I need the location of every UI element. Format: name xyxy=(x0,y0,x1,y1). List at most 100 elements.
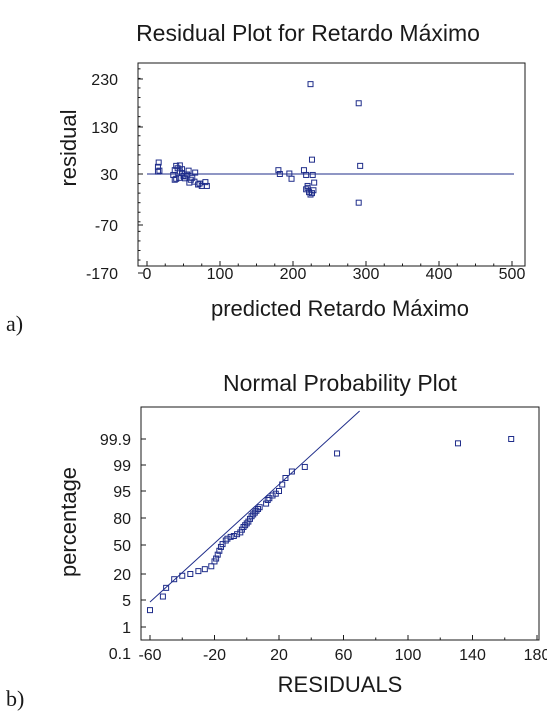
residual-point xyxy=(230,533,237,539)
chart-b-points xyxy=(147,410,515,614)
residual-point xyxy=(171,576,178,583)
residual-point xyxy=(250,511,257,518)
y-tick-label: 30 xyxy=(100,167,118,184)
residual-point xyxy=(227,533,234,540)
x-tick-label: 180 xyxy=(524,647,547,664)
residual-point xyxy=(156,167,163,174)
residual-point xyxy=(203,182,210,189)
residual-point xyxy=(195,568,202,575)
residual-point xyxy=(176,174,183,181)
residual-point xyxy=(202,179,209,186)
residual-point xyxy=(308,156,315,163)
residual-point xyxy=(216,547,223,554)
normal-probability-plot: Normal Probability Plot percentage RESID… xyxy=(6,370,547,711)
x-tick-label: 300 xyxy=(353,266,380,283)
residual-point xyxy=(163,584,170,591)
y-tick-label: 130 xyxy=(91,120,118,137)
y-tick-label: 0.1 xyxy=(109,646,131,663)
residual-point xyxy=(219,541,226,548)
residual-point xyxy=(179,572,186,579)
residual-point xyxy=(251,509,258,516)
residual-point xyxy=(192,169,199,176)
chart-a-xlabel: predicted Retardo Máximo xyxy=(211,296,469,321)
residual-point xyxy=(279,481,286,488)
residual-point xyxy=(214,551,221,558)
residual-point xyxy=(222,537,229,544)
residual-point xyxy=(276,488,282,494)
residual-point xyxy=(159,593,166,600)
x-tick-label: 100 xyxy=(207,266,234,283)
residual-point xyxy=(234,531,241,538)
y-tick-label: -170 xyxy=(86,266,118,283)
residual-point xyxy=(300,167,307,174)
x-tick-label: 500 xyxy=(499,266,526,283)
residual-point xyxy=(275,167,282,174)
residual-point xyxy=(201,566,208,573)
residual-point xyxy=(263,500,270,507)
residual-point xyxy=(303,186,310,193)
chart-b-xlabel: RESIDUALS xyxy=(278,672,403,697)
residual-point xyxy=(187,571,194,577)
residual-point xyxy=(357,162,364,169)
residual-point xyxy=(224,535,231,542)
residual-point xyxy=(255,506,262,512)
residual-point xyxy=(253,507,260,514)
normal-fit-line xyxy=(149,410,360,603)
x-tick-label: 0 xyxy=(143,266,152,283)
y-tick-label: 1 xyxy=(122,620,131,637)
chart-a-frame xyxy=(137,62,526,267)
x-tick-label: 100 xyxy=(395,647,422,664)
residual-point xyxy=(242,522,249,529)
residual-point xyxy=(243,520,250,527)
x-tick-label: 200 xyxy=(280,266,307,283)
residual-point xyxy=(147,607,153,614)
x-tick-label: -60 xyxy=(138,647,161,664)
residual-point xyxy=(304,182,311,189)
residual-point xyxy=(310,187,317,194)
residual-point xyxy=(248,513,255,520)
x-tick-label: 140 xyxy=(459,647,486,664)
chart-a-ticks: 0 100 200 300 400 500 -170 -70 30 130 230 xyxy=(86,68,526,283)
chart-b-frame xyxy=(140,406,540,641)
y-tick-label: 5 xyxy=(122,593,131,610)
residual-plot: Residual Plot for Retardo Máximo residua… xyxy=(6,20,526,336)
residual-point xyxy=(269,492,276,499)
y-tick-label: 50 xyxy=(113,538,131,555)
residual-point xyxy=(155,159,162,166)
residual-point xyxy=(301,463,308,470)
residual-point xyxy=(508,436,515,442)
panel-label-a: a) xyxy=(6,311,23,336)
residual-point xyxy=(184,171,191,178)
y-tick-label: 80 xyxy=(113,511,131,528)
y-tick-label: 230 xyxy=(91,72,118,89)
residual-point xyxy=(208,563,215,570)
residual-point xyxy=(334,450,341,457)
x-tick-label: 60 xyxy=(335,647,353,664)
residual-point xyxy=(191,178,198,185)
residual-point xyxy=(154,168,161,175)
x-tick-label: -20 xyxy=(203,647,226,664)
residual-point xyxy=(264,497,271,503)
chart-a-points xyxy=(147,81,514,206)
residual-point xyxy=(454,440,461,447)
y-tick-label: 99 xyxy=(113,458,131,475)
panel-label-b: b) xyxy=(6,686,24,711)
chart-b-ticks: -60 -20 20 60 100 140 180 0.1 1 5 20 50 80 95 99 99.9 xyxy=(100,432,547,664)
y-tick-label: 20 xyxy=(113,567,131,584)
residual-point xyxy=(171,176,178,183)
residual-point xyxy=(303,171,310,178)
chart-b-ylabel: percentage xyxy=(56,467,81,577)
residual-point xyxy=(187,176,194,183)
residual-point xyxy=(355,100,362,107)
residual-point xyxy=(307,81,314,88)
residual-point xyxy=(182,173,189,180)
residual-point xyxy=(185,167,192,174)
chart-a-title: Residual Plot for Retardo Máximo xyxy=(136,20,480,46)
residual-point xyxy=(309,171,316,178)
residual-point xyxy=(179,166,186,173)
residual-point xyxy=(288,468,295,475)
y-tick-label: 99.9 xyxy=(100,432,131,449)
residual-point xyxy=(213,555,220,562)
x-tick-label: 400 xyxy=(426,266,453,283)
